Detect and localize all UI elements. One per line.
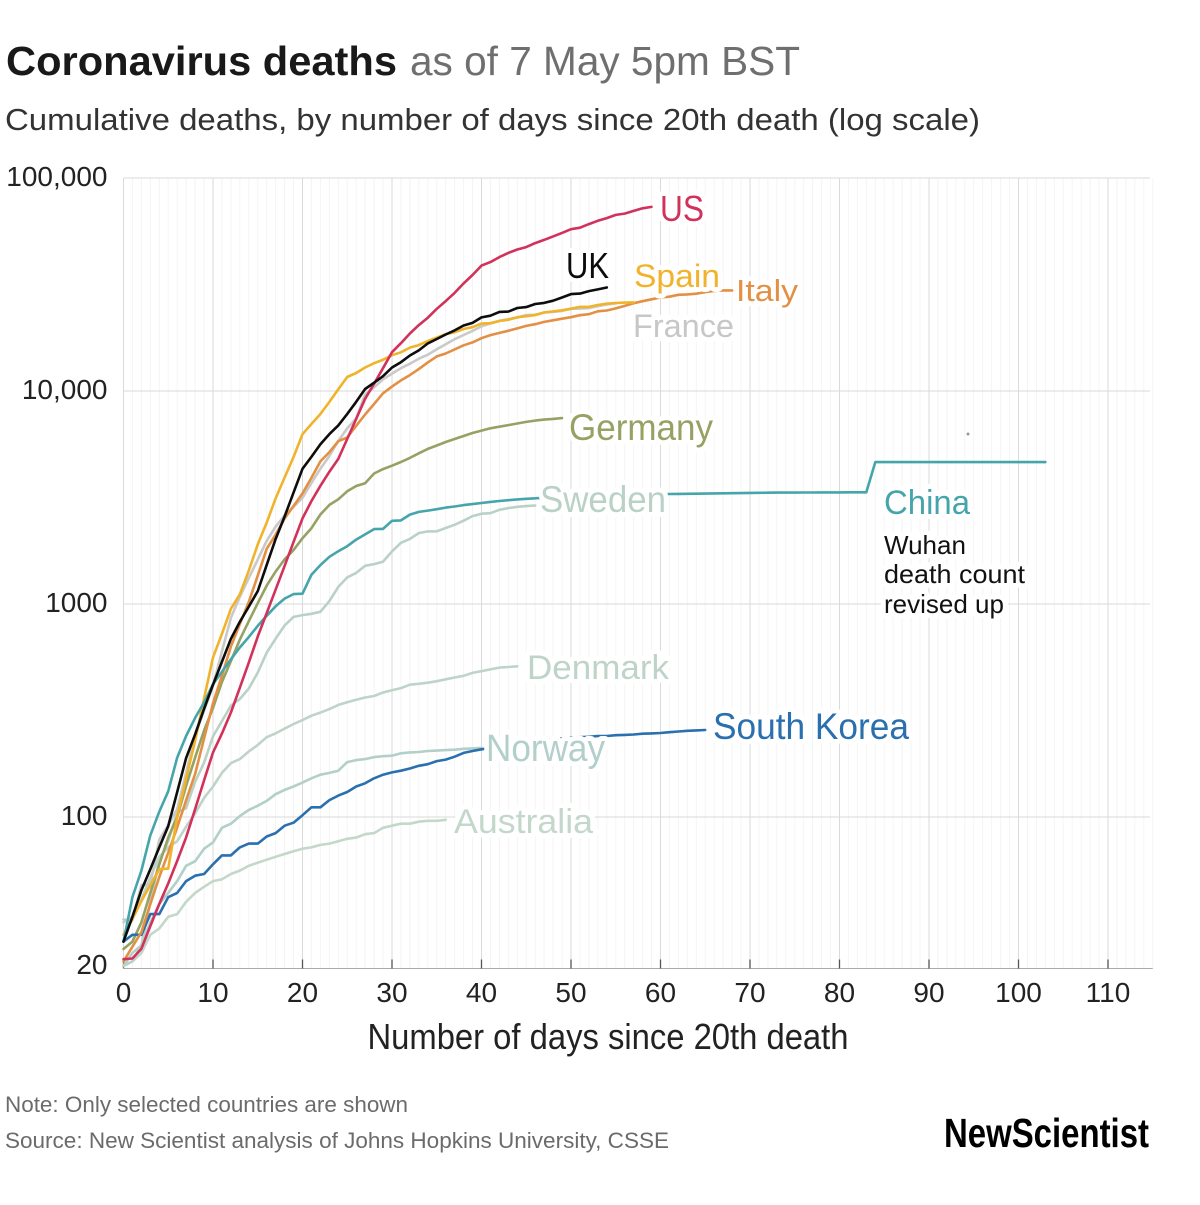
svg-text:20: 20 [287, 977, 318, 1008]
svg-text:0: 0 [116, 977, 132, 1008]
svg-text:80: 80 [824, 977, 855, 1008]
svg-text:Coronavirus deaths: Coronavirus deaths [6, 38, 397, 84]
svg-text:100: 100 [995, 977, 1042, 1008]
svg-text:NewScientist: NewScientist [944, 1110, 1149, 1156]
svg-text:60: 60 [645, 977, 676, 1008]
svg-text:10,000: 10,000 [22, 374, 108, 405]
svg-text:revised up: revised up [884, 589, 1004, 619]
svg-text:Source: New Scientist analysis: Source: New Scientist analysis of Johns … [5, 1128, 669, 1153]
svg-text:40: 40 [466, 977, 497, 1008]
svg-text:100,000: 100,000 [6, 161, 107, 192]
svg-text:Sweden: Sweden [540, 479, 666, 520]
svg-text:50: 50 [555, 977, 586, 1008]
svg-text:US: US [660, 188, 704, 229]
svg-text:Note: Only selected countries: Note: Only selected countries are shown [5, 1092, 408, 1117]
svg-text:Denmark: Denmark [527, 649, 670, 687]
svg-text:Norway: Norway [486, 728, 605, 770]
svg-text:90: 90 [913, 977, 944, 1008]
svg-text:1000: 1000 [45, 587, 107, 618]
svg-text:Italy: Italy [736, 273, 799, 308]
svg-text:20: 20 [76, 949, 107, 980]
svg-text:100: 100 [61, 800, 108, 831]
svg-text:UK: UK [566, 245, 609, 286]
svg-text:110: 110 [1086, 977, 1131, 1008]
svg-text:10: 10 [197, 977, 228, 1008]
svg-text:South Korea: South Korea [713, 706, 909, 747]
svg-text:Australia: Australia [454, 803, 593, 841]
svg-text:death count: death count [884, 559, 1026, 589]
svg-text:Spain: Spain [634, 258, 720, 294]
svg-text:France: France [633, 308, 734, 344]
svg-text:as of 7 May 5pm BST: as of 7 May 5pm BST [410, 38, 800, 84]
svg-text:70: 70 [734, 977, 765, 1008]
svg-text:Number of days since 20th deat: Number of days since 20th death [368, 1016, 849, 1057]
svg-text:Wuhan: Wuhan [884, 530, 966, 560]
svg-text:China: China [884, 484, 970, 522]
svg-text:30: 30 [376, 977, 407, 1008]
svg-text:Germany: Germany [569, 407, 713, 448]
svg-text:Cumulative deaths, by number o: Cumulative deaths, by number of days sin… [5, 102, 980, 137]
